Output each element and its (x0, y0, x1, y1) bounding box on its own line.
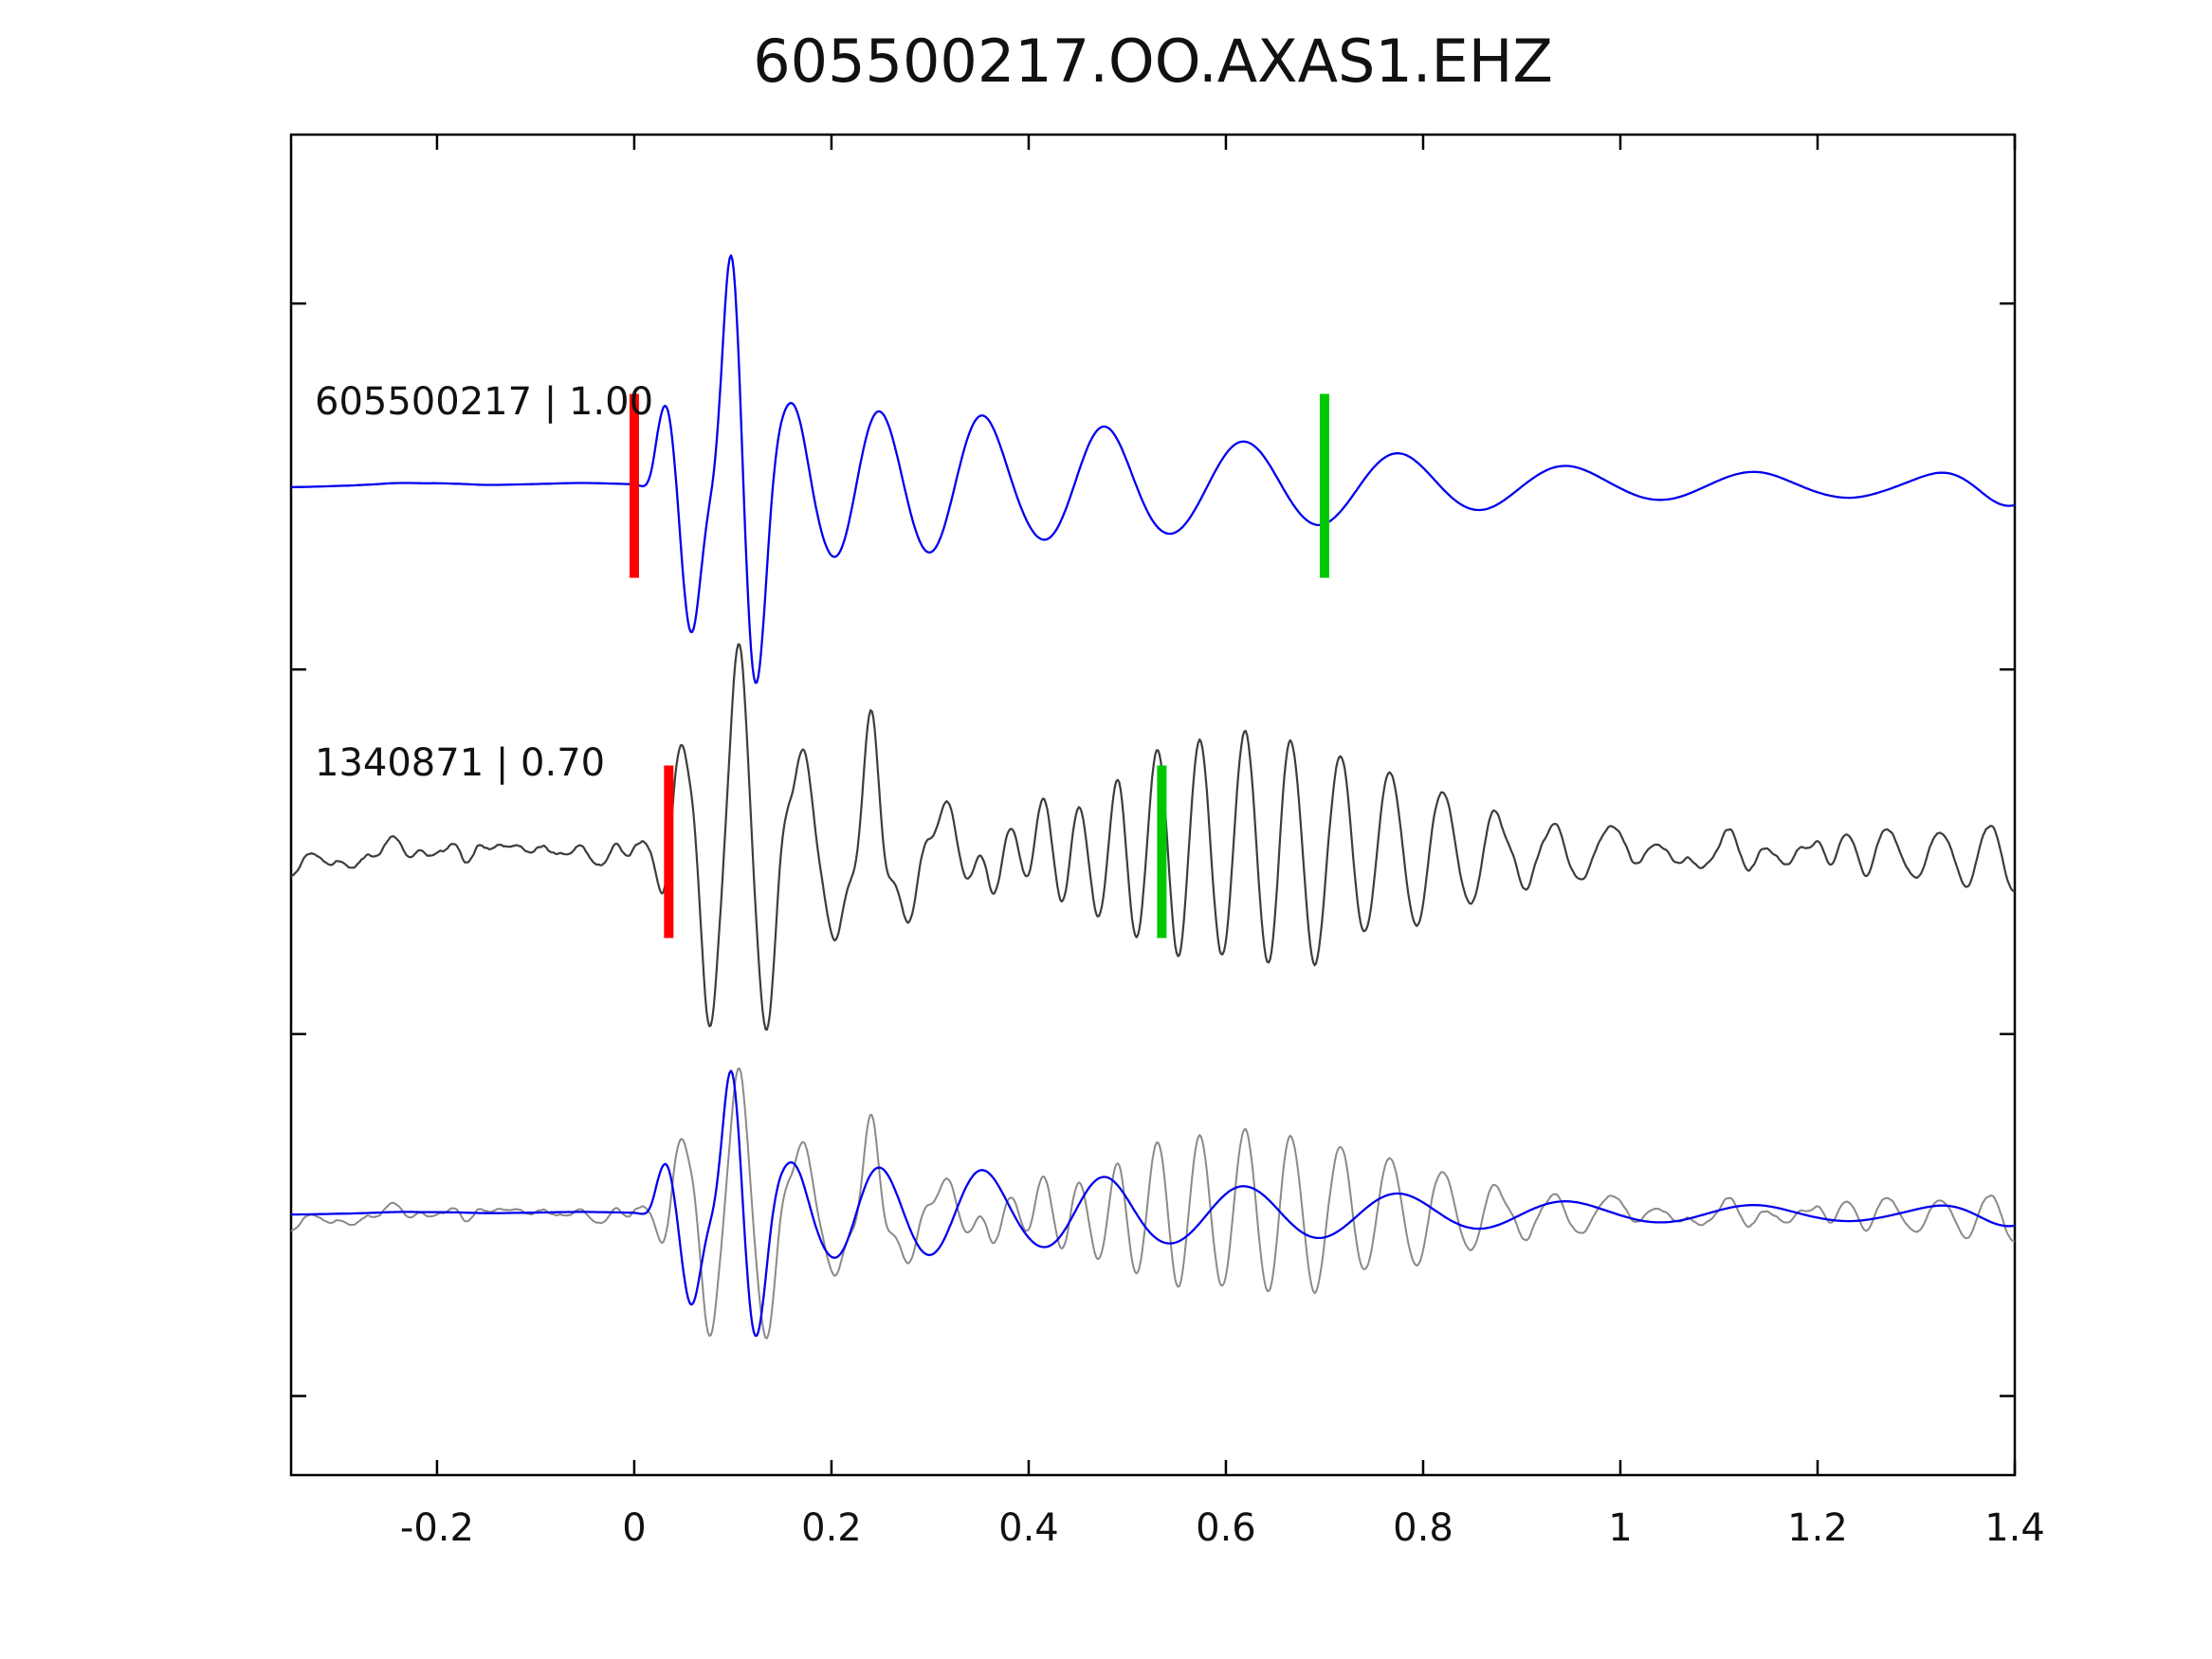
waveform-traces (290, 254, 2016, 1340)
x-tick-label: 0.8 (1393, 1506, 1453, 1550)
x-tick-label: 0.4 (998, 1506, 1059, 1550)
x-tick-label: 1.4 (1984, 1506, 2045, 1550)
x-tick-label: -0.2 (400, 1506, 474, 1550)
plot-border (289, 133, 2017, 1477)
x-tick-label: 0.2 (801, 1506, 862, 1550)
query-trace-query-polyline (291, 254, 2016, 684)
overlay-trace-query-polyline (291, 1069, 2016, 1338)
trace-label-query: 605500217 | 1.00 (315, 380, 653, 424)
x-tick-label: 1 (1608, 1506, 1632, 1550)
detection-trace-match-polyline (290, 643, 2016, 1031)
chart-title: 605500217.OO.AXAS1.EHZ (753, 27, 1553, 96)
x-tick-label: 0 (622, 1506, 646, 1550)
axis-tick-labels: -0.2 0 0.2 0.4 0.6 0.8 1 1.2 1.4 (400, 1506, 2045, 1550)
trace-label-detection: 1340871 | 0.70 (315, 741, 605, 785)
overlay-trace-match-polyline (290, 1067, 2016, 1340)
pick-markers (629, 393, 1329, 939)
x-tick-label: 1.2 (1787, 1506, 1848, 1550)
axis-ticks (291, 135, 2017, 1475)
x-tick-label: 0.6 (1196, 1506, 1256, 1550)
